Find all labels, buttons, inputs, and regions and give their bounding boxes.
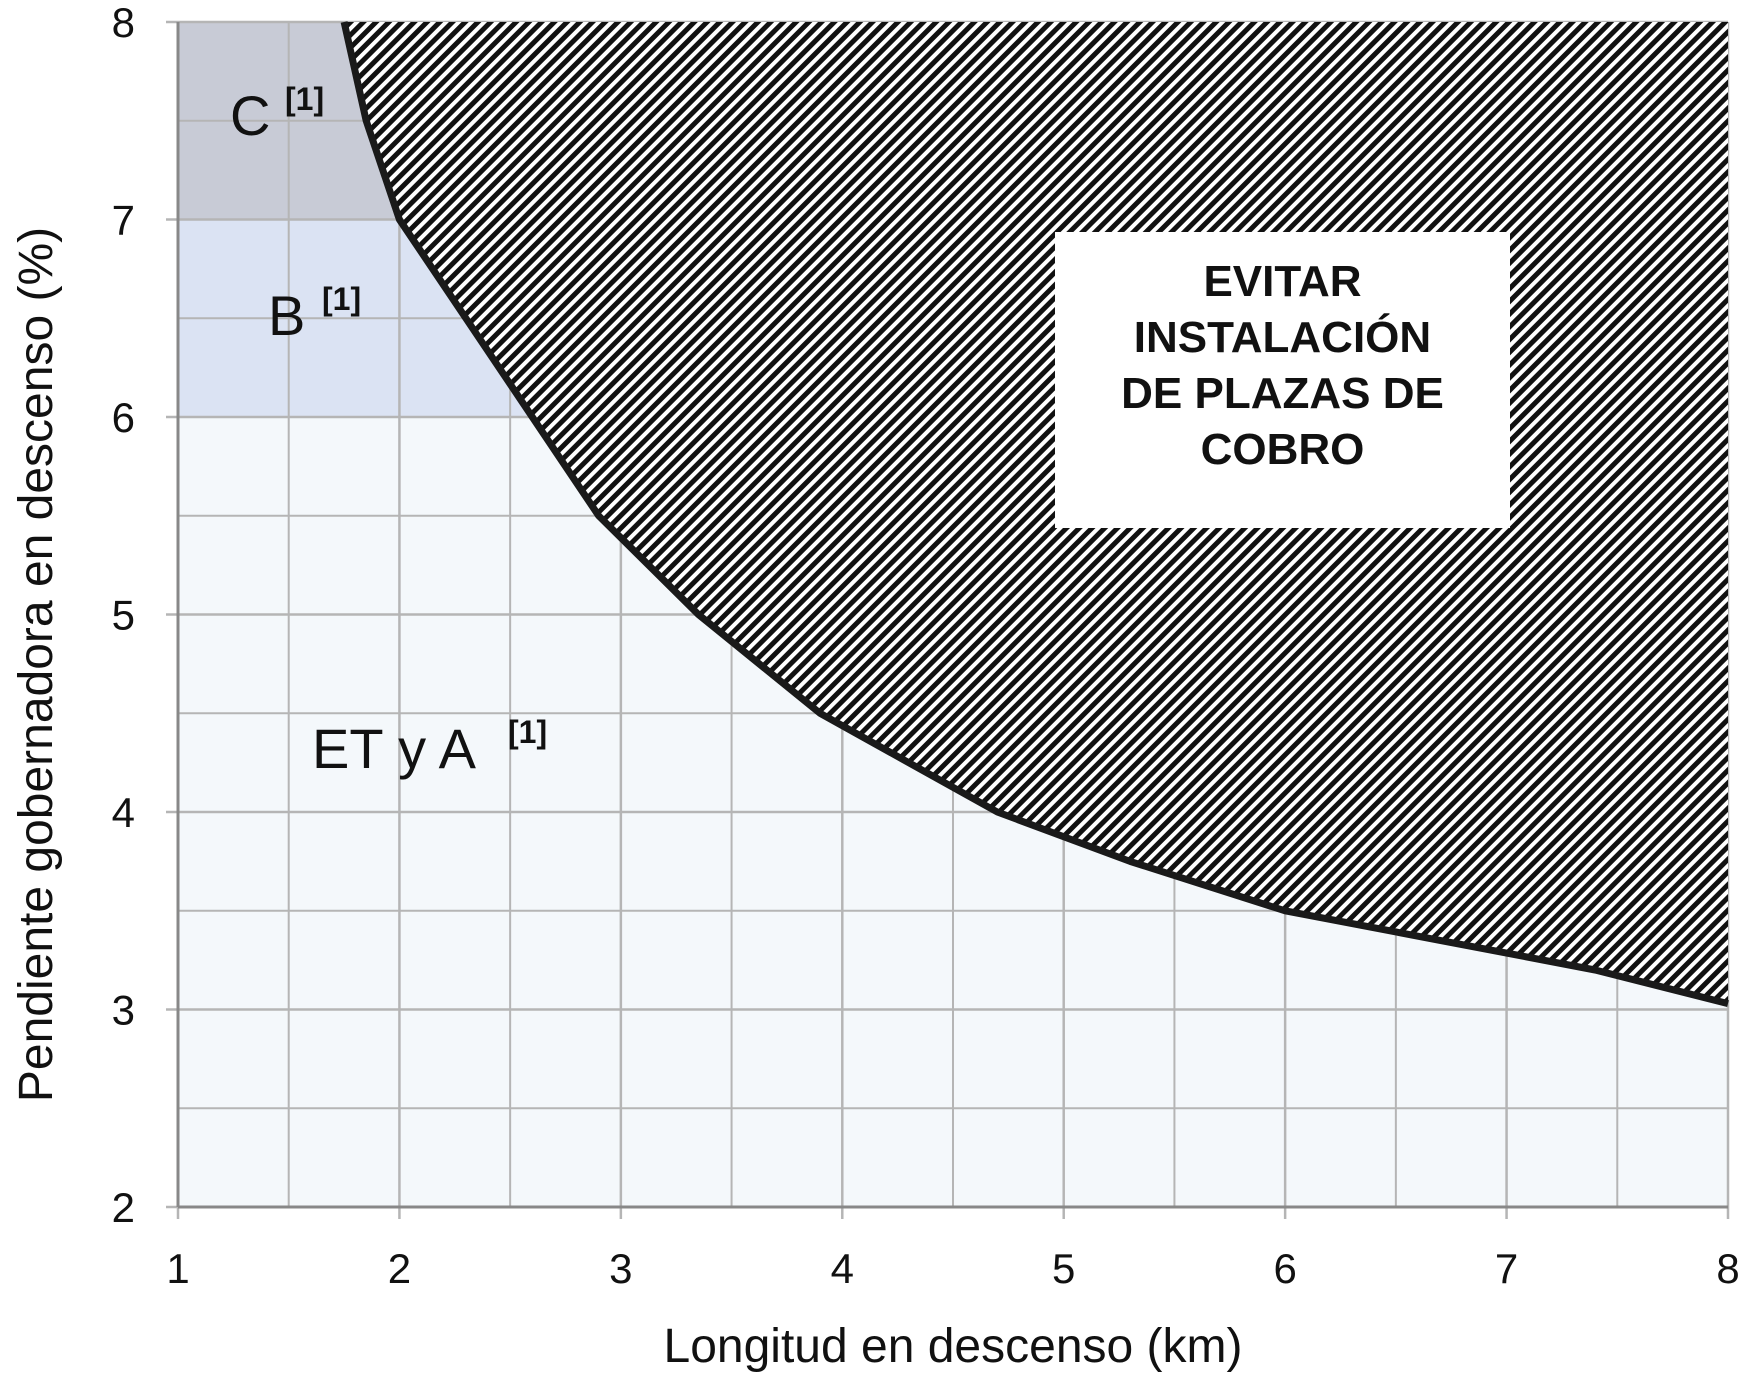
region-label-et-y-a: ET y A	[312, 717, 477, 780]
x-tick-label: 6	[1273, 1245, 1296, 1292]
region-superscript-c: [1]	[285, 81, 324, 117]
y-tick-label: 4	[112, 789, 135, 836]
y-tick-label: 3	[112, 987, 135, 1034]
y-tick-label: 8	[112, 0, 135, 46]
avoid-label-line-4: COBRO	[1201, 425, 1365, 474]
x-tick-label: 8	[1716, 1245, 1739, 1292]
avoid-region-label: EVITAR INSTALACIÓN DE PLAZAS DE COBRO	[1055, 232, 1510, 528]
x-tick-label: 7	[1495, 1245, 1518, 1292]
y-tick-label: 7	[112, 197, 135, 244]
avoid-label-line-1: EVITAR	[1203, 257, 1361, 306]
x-tick-label: 5	[1052, 1245, 1075, 1292]
avoid-label-line-2: INSTALACIÓN	[1134, 312, 1431, 362]
x-tick-label: 2	[388, 1245, 411, 1292]
y-axis-title: Pendiente gobernadora en descenso (%)	[10, 227, 63, 1102]
x-tick-label: 1	[166, 1245, 189, 1292]
region-labels: C [1] B [1] ET y A [1]	[230, 81, 547, 780]
y-tick-label: 5	[112, 592, 135, 639]
region-label-b: B	[268, 284, 305, 347]
avoid-label-line-3: DE PLAZAS DE	[1121, 369, 1444, 418]
y-tick-label: 6	[112, 394, 135, 441]
region-superscript-b: [1]	[322, 281, 361, 317]
region-superscript-et-y-a: [1]	[508, 714, 547, 750]
limit-curve	[340, 21, 1729, 1007]
avoid-label-box	[1055, 232, 1510, 528]
x-axis-title: Longitud en descenso (km)	[664, 1320, 1243, 1373]
region-label-c: C	[230, 84, 270, 147]
y-tick-label: 2	[112, 1184, 135, 1231]
x-tick-label: 4	[831, 1245, 854, 1292]
x-tick-label: 3	[609, 1245, 632, 1292]
